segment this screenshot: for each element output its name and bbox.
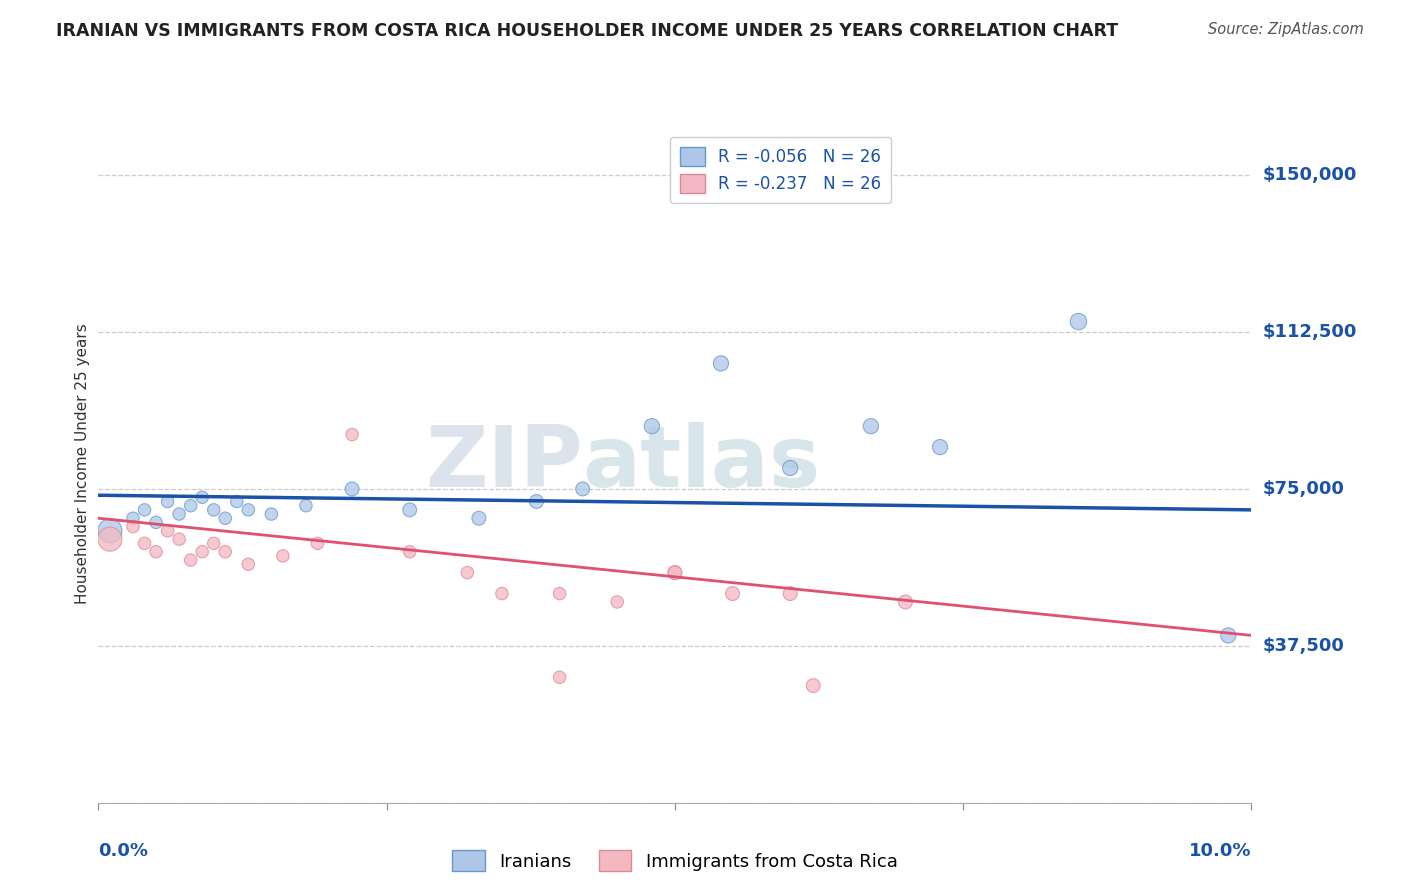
Point (214, 511, 236, 525)
Point (710, 356, 733, 370)
Text: $112,500: $112,500 (1263, 323, 1357, 341)
Text: ZIP: ZIP (425, 422, 582, 506)
Point (98, 532, 121, 546)
Point (398, 503, 420, 517)
Text: IRANIAN VS IMMIGRANTS FROM COSTA RICA HOUSEHOLDER INCOME UNDER 25 YEARS CORRELAT: IRANIAN VS IMMIGRANTS FROM COSTA RICA HO… (56, 22, 1118, 40)
Point (145, 516, 167, 530)
Point (779, 461, 801, 475)
Point (225, 494, 247, 508)
Point (859, 419, 882, 434)
Point (1218, 628, 1240, 642)
Text: atlas: atlas (582, 422, 821, 506)
Point (295, 499, 318, 513)
Point (156, 524, 179, 538)
Point (571, 482, 593, 496)
Point (526, 494, 548, 508)
Point (641, 419, 664, 434)
Text: Source: ZipAtlas.com: Source: ZipAtlas.com (1208, 22, 1364, 37)
Point (340, 427, 363, 442)
Point (167, 532, 190, 546)
Point (491, 586, 513, 600)
Point (340, 482, 363, 496)
Point (238, 503, 260, 517)
Point (468, 511, 491, 525)
Point (664, 566, 686, 580)
Point (214, 545, 236, 559)
Point (167, 507, 190, 521)
Point (202, 536, 225, 550)
Point (202, 503, 225, 517)
Point (664, 566, 686, 580)
Point (134, 503, 156, 517)
Y-axis label: Householder Income Under 25 years: Householder Income Under 25 years (75, 324, 90, 604)
Point (238, 558, 260, 572)
Point (180, 553, 202, 567)
Point (180, 499, 202, 513)
Point (122, 511, 145, 525)
Point (894, 595, 917, 609)
Text: $37,500: $37,500 (1263, 637, 1344, 655)
Point (134, 536, 156, 550)
Point (156, 494, 179, 508)
Point (801, 679, 824, 693)
Text: 10.0%: 10.0% (1189, 842, 1251, 860)
Point (779, 586, 801, 600)
Point (145, 545, 167, 559)
Point (548, 670, 571, 684)
Text: 0.0%: 0.0% (98, 842, 149, 860)
Point (271, 549, 294, 563)
Point (721, 586, 744, 600)
Legend: Iranians, Immigrants from Costa Rica: Iranians, Immigrants from Costa Rica (446, 843, 904, 879)
Text: $75,000: $75,000 (1263, 480, 1344, 498)
Point (307, 536, 329, 550)
Point (1067, 314, 1090, 328)
Point (260, 507, 283, 521)
Point (456, 566, 478, 580)
Legend: R = -0.056   N = 26, R = -0.237   N = 26: R = -0.056 N = 26, R = -0.237 N = 26 (669, 136, 891, 203)
Point (398, 545, 420, 559)
Text: $150,000: $150,000 (1263, 166, 1357, 184)
Point (122, 519, 145, 533)
Point (548, 586, 571, 600)
Point (191, 545, 214, 559)
Point (191, 491, 214, 505)
Point (98, 524, 121, 538)
Point (929, 440, 952, 454)
Point (606, 595, 628, 609)
